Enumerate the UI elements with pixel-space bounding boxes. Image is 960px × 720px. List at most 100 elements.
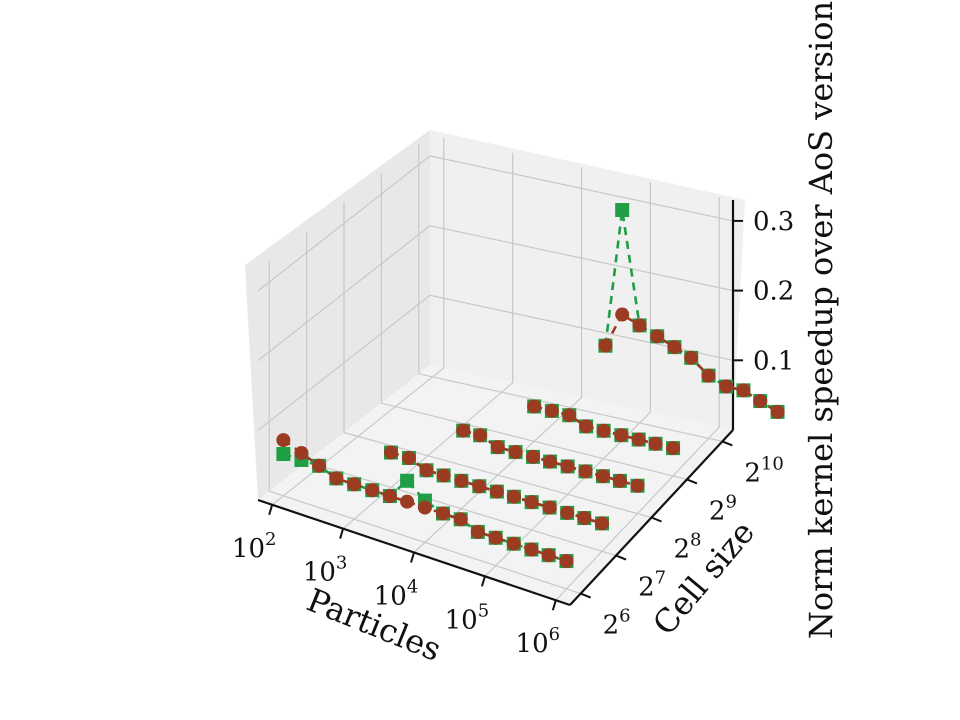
y-tick-label-1: 27 [638,568,666,603]
series-1-point-1-8 [524,495,539,510]
y-tick-label-2: 28 [674,530,702,565]
series-1-point-4-4 [667,340,682,355]
series-1-point-1-1 [401,450,416,465]
series-1-point-3-3 [579,419,594,434]
x-tick-label-3: 105 [445,600,490,635]
series-1-line-2 [462,429,638,488]
series-1-point-0-5 [365,483,380,498]
series-1-point-0-9 [435,506,450,521]
series-1-point-0-7 [400,494,415,509]
series-1-point-4-10 [770,404,785,419]
series-1-point-2-4 [526,449,541,464]
series-1-point-0-14 [524,542,539,557]
series-1-point-0-2 [312,458,327,473]
series-1-point-1-6 [489,484,504,499]
y-tick-label-0: 26 [603,606,631,641]
series-1-point-3-0 [527,399,542,414]
series-1-point-4-7 [719,379,734,394]
series-1-point-3-2 [562,408,577,423]
x-tick-label-0: 102 [232,529,277,564]
series-1-point-0-10 [453,512,468,527]
x-tick-label-1: 103 [303,553,348,588]
series-1-point-0-11 [470,524,485,539]
series-1-point-4-6 [701,368,716,383]
y-tick-1 [615,554,627,561]
series-layer [276,203,785,569]
series-1-point-2-1 [473,428,488,443]
series-1-point-2-8 [595,469,610,484]
pane-back [430,130,745,430]
series-1-point-0-1 [294,446,309,461]
grid-x-1 [342,152,514,530]
series-1-point-4-2 [632,318,647,333]
series-1-point-4-1 [615,307,630,322]
series-1-point-1-9 [542,500,557,515]
series-1-point-1-11 [577,511,592,526]
y-tick-0 [580,592,592,599]
series-1-point-4-8 [736,383,751,398]
z-tick-label-0: 0.1 [753,346,794,376]
series-1-point-2-9 [612,473,627,488]
series-1-point-4-5 [684,350,699,365]
series-1-point-0-8 [417,500,432,515]
y-tick-label-4: 210 [744,453,783,488]
x-tick-3 [480,576,486,587]
series-1-point-4-3 [650,329,665,344]
y-tick-4 [721,440,733,447]
series-1-point-0-4 [347,477,362,492]
series-1-point-3-5 [614,428,629,443]
series-0-point-0-0 [276,447,291,462]
x-tick-0 [268,504,274,516]
series-1-point-1-7 [506,489,521,504]
grid-y-2 [343,202,652,519]
y-tick-3 [686,478,698,485]
x-tick-label-2: 104 [374,577,419,612]
series-1-point-2-0 [456,423,471,438]
grid-x-4 [555,197,720,601]
axes [257,200,743,611]
x-tick-1 [339,528,345,539]
series-1-point-0-12 [488,530,503,545]
grid-z-2 [257,155,734,292]
series-1-point-0-3 [329,471,344,486]
series-1-point-2-7 [578,464,593,479]
series-1-point-2-5 [543,454,558,469]
series-1-point-3-1 [544,403,559,418]
series-1-point-1-2 [419,463,434,478]
grid-lines [257,137,734,601]
series-1-point-0-13 [506,536,521,551]
series-1-point-4-9 [753,394,768,409]
z-axis-label: Norm kernel speedup over AoS version [802,1,840,639]
series-1-point-3-6 [631,432,646,447]
series-1-point-1-3 [436,468,451,483]
series-1-point-2-2 [490,440,505,455]
grid-x-3 [484,182,651,577]
y-tick-2 [651,516,662,523]
series-1-point-0-15 [541,548,556,563]
series-0-point-4-1 [615,203,630,218]
series-1-point-0-0 [276,433,291,448]
y-tick-label-3: 29 [709,491,737,526]
x-tick-label-4: 106 [516,624,561,659]
x-tick-2 [410,552,415,563]
series-1-point-4-0 [598,338,613,353]
series-1-point-3-7 [648,436,663,451]
series-1-point-1-0 [384,445,399,460]
series-1-point-2-3 [508,445,523,460]
series-1-point-1-10 [560,505,575,520]
grid-z-0 [257,294,734,431]
grid-y-3 [380,173,688,481]
series-1-point-1-4 [454,473,469,488]
series-1-point-0-6 [382,489,397,504]
z-tick-label-2: 0.3 [753,207,794,237]
grid-x-2 [413,167,583,553]
series-1-point-1-5 [472,479,487,494]
series-0-point-0-7 [400,473,415,488]
series-1-point-0-16 [559,554,574,569]
grid-y-0 [268,261,581,595]
series-1-point-3-8 [666,441,681,456]
grid-x-0 [271,137,445,506]
z-tick-label-1: 0.2 [753,277,794,307]
